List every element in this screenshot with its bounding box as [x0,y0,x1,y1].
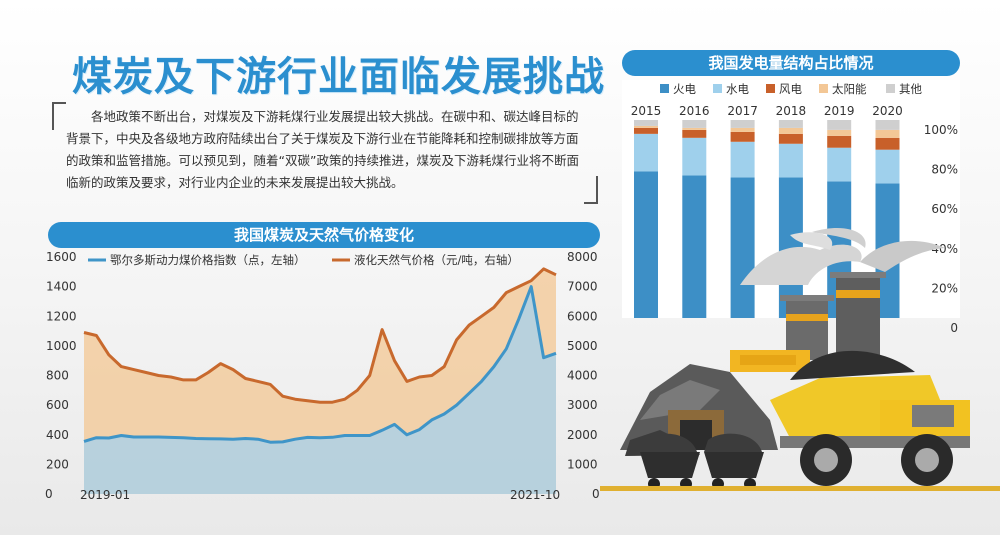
bar-y-axis: 100% 80% 60% 40% 20% 0 [924,123,958,335]
y-tick-label: 0 [950,321,958,335]
x-axis-labels: 2019-01 2021-10 [80,488,560,502]
ground-rail [600,486,1000,491]
x-start-label: 2019-01 [80,488,130,502]
legend-swatch [819,84,828,93]
left-tick-label: 0 [45,487,53,501]
bar-segment [875,129,900,138]
legend-label: 火电 [673,82,696,96]
legend-label: 风电 [779,82,802,96]
bar-segment [778,143,803,178]
right-tick-label: 7000 [567,280,598,294]
legend-label: 鄂尔多斯动力煤价格指数（点，左轴） [110,253,306,267]
quote-bracket-bottom-right [584,176,598,204]
bar-segment [778,127,803,134]
y-tick-label: 20% [931,281,958,295]
right-tick-label: 8000 [567,250,598,264]
power-chart-title: 我国发电量结构占比情况 [622,50,960,76]
bar-segment [730,120,755,128]
coal-area [84,286,556,494]
right-tick-label: 4000 [567,369,598,383]
y-tick-label: 40% [931,242,958,256]
price-chart-title: 我国煤炭及天然气价格变化 [48,222,600,248]
right-tick-label: 3000 [567,398,598,412]
bar-chart-legend: 火电 水电 风电 太阳能 其他 [660,82,922,96]
category-label: 2018 [776,104,807,118]
bar-segment [634,133,658,172]
category-label: 2017 [727,104,758,118]
left-axis: 1600 1400 1200 1000 800 600 400 200 0 [45,250,77,501]
bar-segment [682,127,707,130]
right-axis: 8000 7000 6000 5000 4000 3000 2000 1000 0 [567,250,600,501]
bar-segment [827,147,852,182]
left-tick-label: 1600 [46,250,77,264]
right-tick-label: 2000 [567,428,598,442]
bar-segment [827,120,852,130]
bar-segment [730,131,755,142]
legend-label: 太阳能 [832,82,867,96]
legend-swatch [766,84,775,93]
x-end-label: 2021-10 [510,488,560,502]
y-tick-label: 100% [924,123,958,137]
bar-series [634,120,900,318]
legend-swatch [886,84,895,93]
category-label: 2020 [872,104,903,118]
legend-swatch [713,84,722,93]
left-tick-label: 200 [46,457,69,471]
category-label: 2019 [824,104,855,118]
bar-segment [730,177,755,318]
legend-label: 其他 [899,82,922,96]
bar-segment [875,149,900,184]
bar-segment [634,125,658,128]
bar-segment [682,120,707,128]
y-tick-label: 80% [931,163,958,177]
coal-line [83,285,557,444]
coal-cart-icon [640,433,764,490]
left-tick-label: 800 [46,369,69,383]
dump-truck-icon [730,350,970,486]
right-tick-label: 6000 [567,309,598,323]
line-chart-legend: 鄂尔多斯动力煤价格指数（点，左轴） 液化天然气价格（元/吨，右轴） [88,253,519,267]
right-tick-label: 5000 [567,339,598,353]
left-tick-label: 400 [46,428,69,442]
quote-bracket-top-left [52,102,66,130]
bar-segment [730,141,755,178]
bar-segment [634,171,658,318]
bar-segment [730,127,755,132]
page-title: 煤炭及下游行业面临发展挑战 [72,54,605,100]
bar-segment [634,120,658,126]
left-tick-label: 1200 [46,309,77,323]
bar-segment [778,133,803,144]
intro-paragraph: 各地政策不断出台，对煤炭及下游耗煤行业发展提出较大挑战。在碳中和、碳达峰目标的背… [66,109,579,190]
left-tick-label: 600 [46,398,69,412]
bar-segment [827,135,852,148]
left-tick-label: 1000 [46,339,77,353]
bar-segment [875,120,900,130]
category-label: 2016 [679,104,710,118]
bar-segment [778,120,803,128]
bar-segment [682,129,707,138]
legend-label: 液化天然气价格（元/吨，右轴） [354,253,519,267]
legend-label: 水电 [726,82,749,96]
right-tick-label: 0 [592,487,600,501]
y-tick-label: 60% [931,202,958,216]
bar-segment [682,137,707,176]
bar-segment [682,175,707,318]
right-tick-label: 1000 [567,457,598,471]
legend-swatch [660,84,669,93]
series-areas [84,268,556,494]
series-lines [83,267,557,444]
bar-segment [827,129,852,136]
smoke-icon [740,227,945,285]
bar-segment [875,137,900,150]
left-tick-label: 1400 [46,280,77,294]
bar-category-labels: 2015 2016 2017 2018 2019 2020 [631,104,903,118]
gas-line [83,267,557,404]
category-label: 2015 [631,104,662,118]
bar-segment [634,127,658,134]
